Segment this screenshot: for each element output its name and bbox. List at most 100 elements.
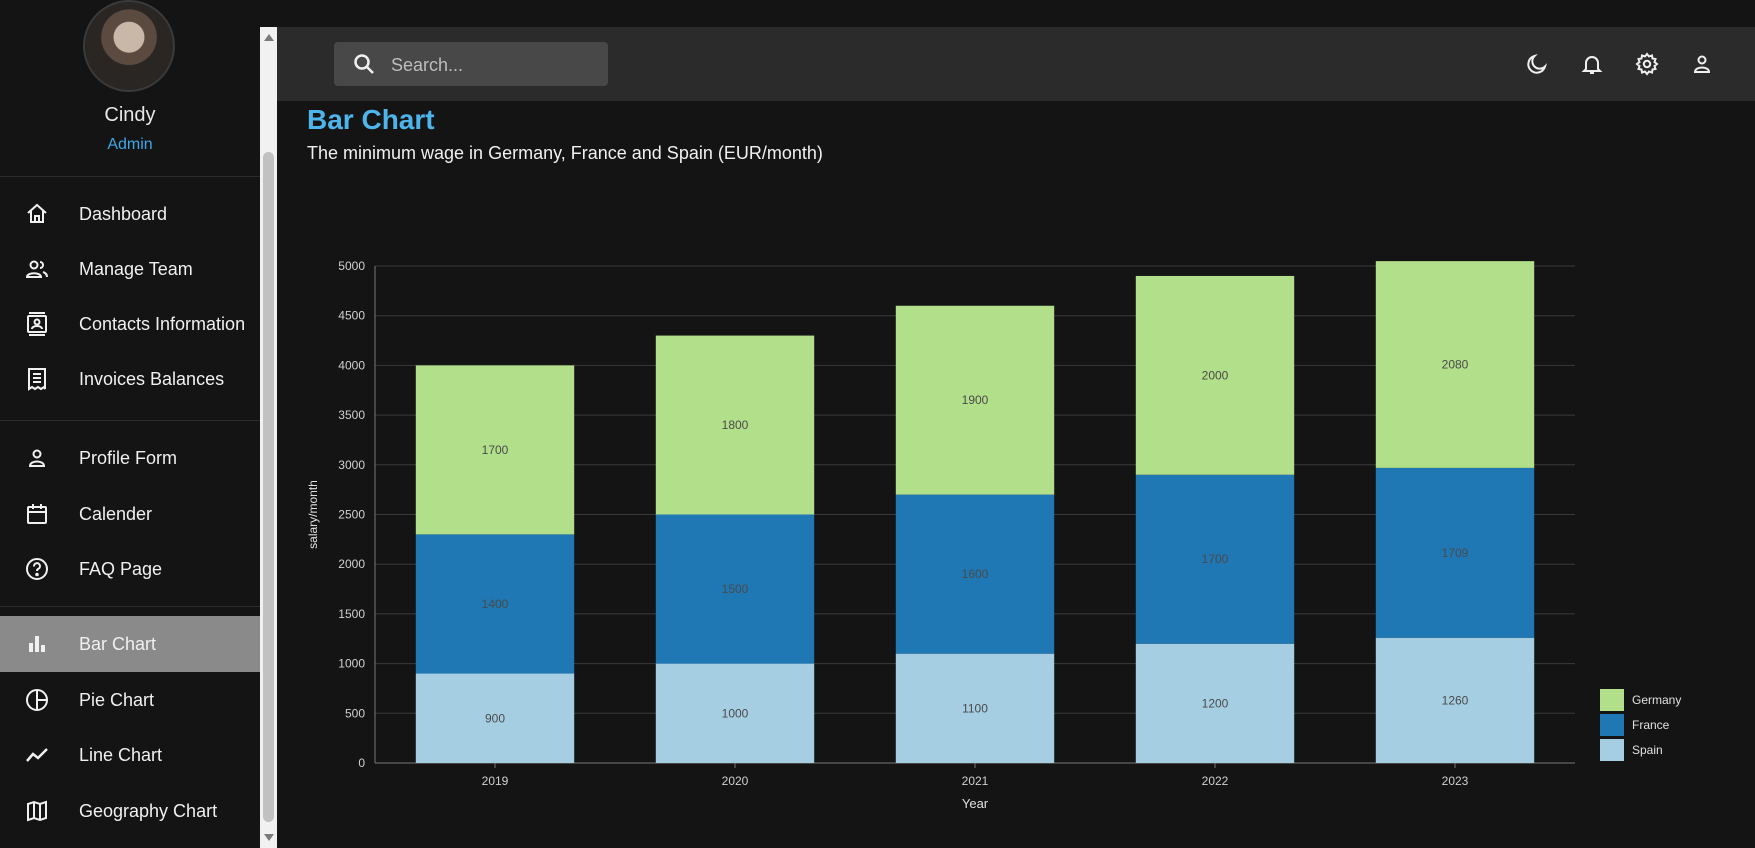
bar-spain (1135, 643, 1295, 763)
x-tick-label: 2021 (962, 774, 989, 788)
y-tick-label: 4500 (338, 309, 365, 323)
person-icon (24, 445, 50, 471)
search-icon[interactable] (352, 52, 376, 76)
y-tick-label: 0 (358, 756, 365, 770)
y-tick-label: 500 (345, 706, 365, 720)
sidebar-item-label: Dashboard (79, 203, 168, 224)
bar-germany (895, 305, 1055, 495)
search-box[interactable] (334, 42, 608, 88)
user-profile-icon[interactable] (1687, 49, 1717, 79)
bar-germany (655, 335, 815, 515)
home-icon (24, 201, 50, 227)
dark-mode-icon[interactable] (1522, 49, 1552, 79)
bar-spain (655, 663, 815, 763)
sidebar-item-label: Bar Chart (79, 633, 157, 654)
sidebar-item-label: FAQ Page (79, 558, 163, 579)
avatar[interactable] (83, 0, 175, 92)
y-tick-label: 2500 (338, 508, 365, 522)
sidebar-item-label: Calender (79, 503, 153, 524)
legend-label: Spain (1632, 743, 1663, 757)
sidebar-item-label: Invoices Balances (79, 368, 225, 389)
notifications-icon[interactable] (1577, 49, 1607, 79)
y-axis-label: salary/month (306, 480, 320, 549)
legend-label: Germany (1632, 693, 1681, 707)
bar-spain (415, 673, 575, 763)
bar-germany (1375, 261, 1535, 468)
pie-chart-icon (24, 687, 50, 713)
legend-swatch-spain (1600, 739, 1624, 761)
bar-value-label: 900 (485, 711, 505, 725)
sidebar-item-dashboard[interactable]: Dashboard (0, 186, 260, 242)
sidebar-item-label: Manage Team (79, 258, 193, 279)
bar-value-label: 1260 (1442, 693, 1469, 707)
page-subtitle: The minimum wage in Germany, France and … (307, 143, 823, 163)
scroll-thumb[interactable] (263, 152, 274, 822)
bar-value-label: 1900 (962, 393, 989, 407)
bar-value-label: 1700 (482, 443, 509, 457)
window-top-strip (0, 0, 1755, 27)
sidebar-item-manage-team[interactable]: Manage Team (0, 241, 260, 297)
y-tick-label: 1500 (338, 607, 365, 621)
bar-value-label: 1100 (962, 701, 988, 715)
y-tick-label: 2000 (338, 557, 365, 571)
topbar (277, 27, 1755, 101)
line-chart-icon (24, 742, 50, 768)
sidebar-item-label: Geography Chart (79, 800, 218, 821)
sidebar-item-geography-chart[interactable]: Geography Chart (0, 783, 260, 839)
sidebar-divider (0, 420, 260, 421)
contacts-icon (24, 311, 50, 337)
bar-france (415, 534, 575, 674)
bar-france (1375, 467, 1535, 638)
y-tick-label: 4000 (338, 358, 365, 372)
bar-france (895, 494, 1055, 654)
bar-germany (1135, 275, 1295, 475)
sidebar-item-bar-chart[interactable]: Bar Chart (0, 616, 260, 672)
legend-swatch-france (1600, 714, 1624, 736)
sidebar-item-label: Line Chart (79, 744, 163, 765)
sidebar-item-calendar[interactable]: Calender (0, 486, 260, 542)
sidebar-item-label: Contacts Information (79, 313, 246, 334)
x-tick-label: 2022 (1202, 774, 1229, 788)
bar-value-label: 1400 (482, 597, 509, 611)
search-input[interactable] (389, 42, 603, 88)
page-title: Bar Chart (307, 104, 435, 135)
bar-value-label: 1600 (962, 567, 989, 581)
sidebar-scrollbar[interactable] (260, 27, 277, 848)
bar-spain (895, 653, 1055, 763)
bar-value-label: 1700 (1202, 552, 1229, 566)
sidebar-item-label: Profile Form (79, 447, 178, 468)
scroll-down-arrow-icon[interactable] (264, 834, 274, 841)
receipt-icon (24, 366, 50, 392)
user-name: Cindy (104, 104, 156, 126)
sidebar-item-faq[interactable]: FAQ Page (0, 541, 260, 597)
bar-france (655, 514, 815, 664)
calendar-icon (24, 501, 50, 527)
scroll-up-arrow-icon[interactable] (264, 34, 274, 41)
x-tick-label: 2023 (1442, 774, 1469, 788)
bar-chart: 0 500 1000 1500 2000 2500 3000 3500 4000 4500 5000… (306, 259, 1681, 811)
settings-gear-icon[interactable] (1632, 49, 1662, 79)
sidebar-item-invoices[interactable]: Invoices Balances (0, 351, 260, 407)
help-icon (24, 556, 50, 582)
x-tick-label: 2019 (482, 774, 509, 788)
team-icon (24, 256, 50, 282)
bar-value-label: 1709 (1442, 546, 1469, 560)
sidebar-divider (0, 176, 260, 177)
legend-swatch-germany (1600, 689, 1624, 711)
sidebar-item-profile-form[interactable]: Profile Form (0, 430, 260, 486)
bar-value-label: 2000 (1202, 368, 1229, 382)
sidebar-item-pie-chart[interactable]: Pie Chart (0, 672, 260, 728)
sidebar-item-line-chart[interactable]: Line Chart (0, 727, 260, 783)
legend-label: France (1632, 718, 1670, 732)
sidebar-item-label: Pie Chart (79, 689, 155, 710)
bar-value-label: 2080 (1442, 358, 1469, 372)
bar-value-label: 1200 (1202, 696, 1229, 710)
bar-value-label: 1000 (722, 706, 749, 720)
y-tick-label: 3000 (338, 458, 365, 472)
sidebar-divider (0, 606, 260, 607)
map-icon (24, 798, 50, 824)
y-tick-label: 1000 (338, 657, 365, 671)
bar-value-label: 1500 (722, 582, 749, 596)
sidebar-item-contacts[interactable]: Contacts Information (0, 296, 260, 352)
bar-spain (1375, 637, 1535, 763)
